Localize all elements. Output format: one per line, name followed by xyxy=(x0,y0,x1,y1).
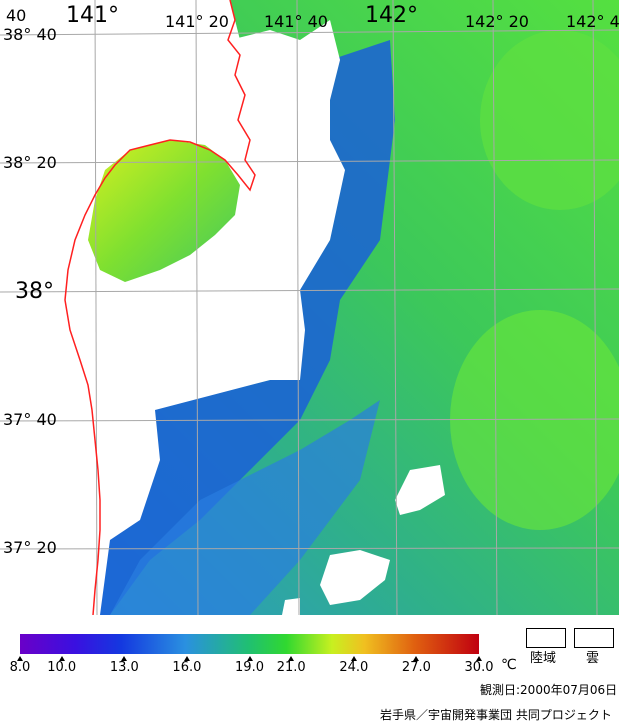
graticule xyxy=(0,0,619,615)
bay-area xyxy=(88,140,240,282)
warm-patch-north xyxy=(480,30,619,210)
lat-label-38-40: 38° 40 xyxy=(3,25,57,44)
color-bar-tick-label: 30.0 xyxy=(464,660,494,675)
color-bar-tick-mark xyxy=(476,656,482,661)
color-bar-tick-mark xyxy=(413,656,420,661)
color-bar-tick-mark xyxy=(246,656,253,661)
cloud-legend-swatch xyxy=(574,628,614,648)
temperature-color-bar xyxy=(20,634,479,654)
color-bar-tick-mark xyxy=(350,656,357,661)
land-area xyxy=(0,0,345,615)
color-bar-tick-mark xyxy=(288,656,295,661)
color-bar-tick-label: 13.0 xyxy=(109,660,139,675)
cloud-legend-label: 雲 xyxy=(586,651,600,666)
corner-label: 40 xyxy=(6,6,27,25)
map-canvas xyxy=(0,0,619,615)
color-bar-tick-label: 10.0 xyxy=(47,660,77,675)
lon-label-142: 142° xyxy=(365,3,418,28)
lat-label-38: 38° xyxy=(15,279,54,304)
coastline xyxy=(64,0,256,615)
color-bar-tick-label: 19.0 xyxy=(235,660,264,675)
cloud-patch-small xyxy=(282,598,300,615)
lon-label-141-40: 141° 40 xyxy=(264,12,328,31)
color-bar-tick-label: 27.0 xyxy=(401,660,431,675)
unit-label: ℃ xyxy=(501,657,517,673)
color-bar-tick-mark xyxy=(17,656,23,661)
land-legend-label: 陸域 xyxy=(530,651,557,666)
lat-label-37-40: 37° 40 xyxy=(3,410,57,429)
coastal-cool-water xyxy=(100,40,395,615)
color-bar-tick-mark xyxy=(183,656,190,661)
sea-surface-temperature-map: 38° 40 38° 20 38° 37° 40 37° 20 40 141° … xyxy=(0,0,619,615)
color-bar-tick-label: 16.0 xyxy=(172,660,202,675)
color-bar-tick-label: 24.0 xyxy=(339,660,369,675)
lon-label-141: 141° xyxy=(66,3,119,28)
lon-label-142-40: 142° 4 xyxy=(566,12,619,31)
land-legend-swatch xyxy=(526,628,566,648)
observation-date: 観測日:2000年07月06日 xyxy=(480,683,618,697)
coastal-water-south xyxy=(110,400,380,615)
lon-label-142-20: 142° 20 xyxy=(465,12,529,31)
warm-patch-east xyxy=(450,310,619,530)
cloud-patch-center xyxy=(395,465,445,515)
lat-label-38-20: 38° 20 xyxy=(3,153,57,172)
color-bar-tick-label: 8.0 xyxy=(9,660,31,675)
lat-label-37-20: 37° 20 xyxy=(3,538,57,557)
credit-text: 岩手県／宇宙開発事業団 共同プロジェクト xyxy=(380,708,612,722)
color-bar-tick-mark xyxy=(121,656,128,661)
lon-label-141-20: 141° 20 xyxy=(165,12,229,31)
cloud-patch-south xyxy=(320,550,390,605)
color-bar-tick-mark xyxy=(58,656,65,661)
color-bar-tick-label: 21.0 xyxy=(276,660,306,675)
